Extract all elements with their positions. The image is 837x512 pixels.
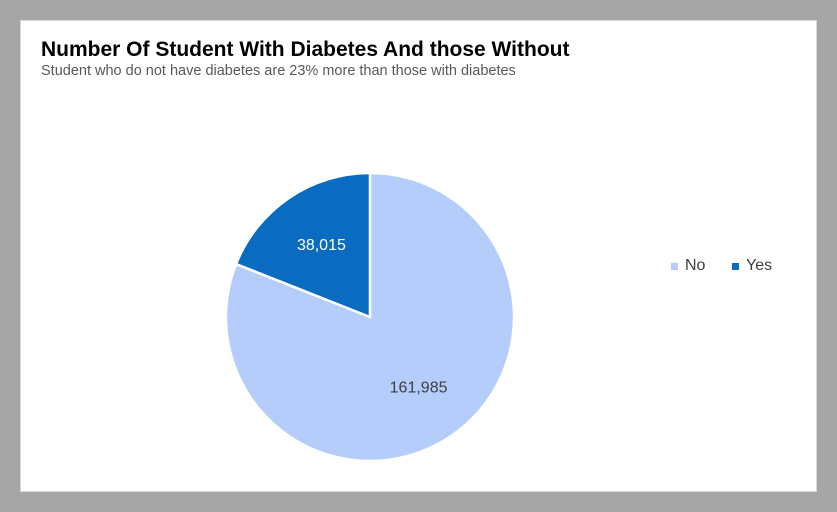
legend-label-no: No [685, 257, 706, 274]
data-label-no: 161,985 [390, 380, 448, 397]
chart-area: Number Of Student With Diabetes And thos… [20, 20, 817, 492]
legend-item-no: No [671, 257, 705, 275]
pie-chart: 161,985 38,015 [224, 171, 516, 463]
legend-label-yes: Yes [746, 257, 773, 274]
chart-title: Number Of Student With Diabetes And thos… [41, 38, 570, 61]
legend-item-yes: Yes [732, 257, 772, 275]
legend-swatch-yes [732, 262, 739, 270]
chart-subtitle: Student who do not have diabetes are 23%… [41, 63, 516, 79]
pie-slice-yes [234, 171, 372, 319]
legend-swatch-no [671, 262, 678, 270]
data-label-yes: 38,015 [297, 237, 346, 254]
